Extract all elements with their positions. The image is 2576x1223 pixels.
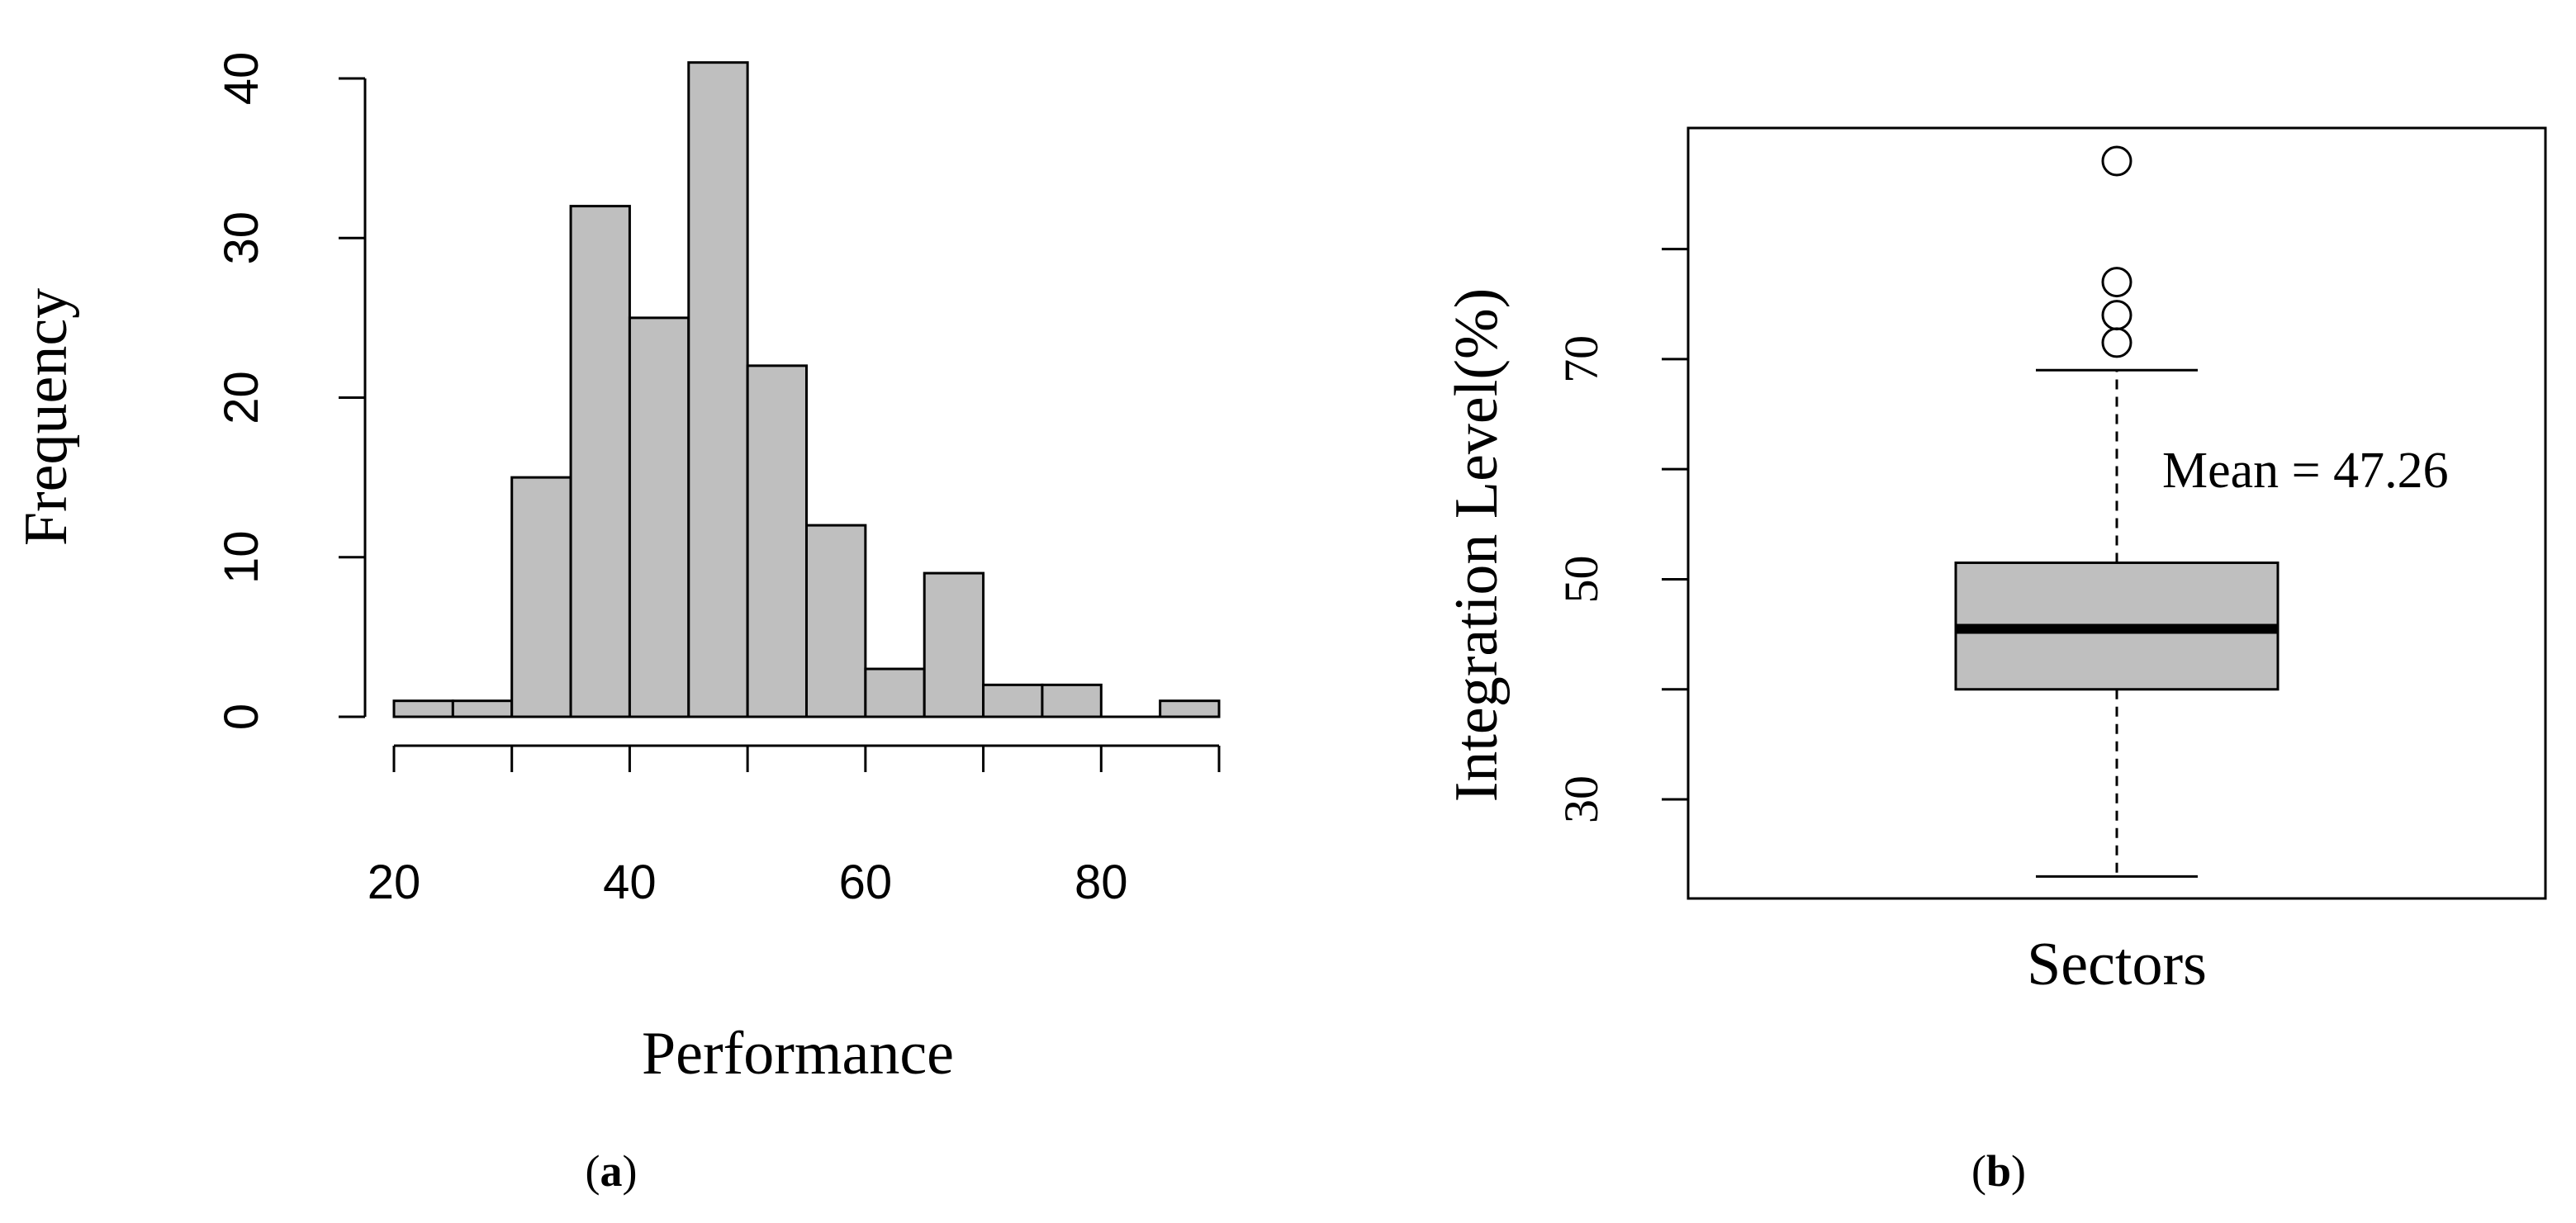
histogram-bar-60-65 xyxy=(864,667,926,718)
histogram-bars xyxy=(392,61,1221,718)
boxplot-outlier-point xyxy=(2101,145,2132,177)
boxplot-plot-frame xyxy=(1686,126,2547,900)
histogram-bar-25-30 xyxy=(451,699,514,718)
panel-label-b-letter: b xyxy=(1986,1146,2011,1196)
boxplot-y-tick-label: 30 xyxy=(1554,775,1608,823)
histogram-bar-55-60 xyxy=(805,524,867,718)
histogram-x-tick-label: 20 xyxy=(368,856,421,909)
panel-label-a-letter: a xyxy=(600,1146,623,1196)
histogram-bar-50-55 xyxy=(746,364,809,718)
histogram-bar-45-50 xyxy=(687,61,749,718)
histogram-bar-30-35 xyxy=(510,476,572,718)
histogram-bar-85-90 xyxy=(1159,699,1221,718)
histogram-y-axis: 0 10 20 30 40 xyxy=(215,52,367,730)
histogram-bar-75-80 xyxy=(1041,683,1103,718)
histogram-x-tick-label: 60 xyxy=(839,856,893,909)
boxplot-y-tick-label: 50 xyxy=(1554,555,1608,603)
boxplot-panel: 30 50 70 Mean = 47.26 Sectors Integration … xyxy=(1443,126,2547,1196)
histogram-y-tick-label: 0 xyxy=(215,704,268,730)
histogram-x-axis-title: Performance xyxy=(642,1020,954,1088)
histogram-y-tick-label: 20 xyxy=(215,371,268,424)
histogram-y-tick-label: 40 xyxy=(215,52,268,106)
histogram-x-tick-label: 80 xyxy=(1075,856,1128,909)
histogram-bar-65-70 xyxy=(923,571,985,718)
histogram-y-tick-label: 10 xyxy=(215,530,268,584)
histogram-bar-70-75 xyxy=(982,683,1044,718)
histogram-x-axis: 20 40 60 80 xyxy=(368,744,1221,909)
panel-label-a: (a) xyxy=(586,1146,638,1196)
boxplot-mean-annotation: Mean = 47.26 xyxy=(2162,443,2449,499)
histogram-x-tick-label: 40 xyxy=(603,856,657,909)
boxplot-y-axis: 30 50 70 xyxy=(1554,248,1688,823)
histogram-y-tick-label: 30 xyxy=(215,211,268,265)
histogram-bar-35-40 xyxy=(569,205,631,718)
boxplot-marks xyxy=(1954,145,2279,878)
boxplot-x-axis-title: Sectors xyxy=(2027,931,2207,998)
boxplot-y-axis-title: Integration Level(%) xyxy=(1443,288,1511,803)
histogram-bar-20-25 xyxy=(392,699,454,718)
boxplot-outlier-point xyxy=(2101,267,2132,298)
histogram-panel: 20 40 60 80 0 10 20 30 40 Performance Frequency… xyxy=(12,52,1221,1196)
boxplot-outlier-point xyxy=(2101,300,2132,331)
boxplot-y-tick-label: 70 xyxy=(1554,335,1608,383)
panel-label-b: (b) xyxy=(1971,1146,2026,1196)
histogram-bar-40-45 xyxy=(628,316,690,718)
boxplot-outlier-point xyxy=(2101,327,2132,358)
histogram-y-axis-title: Frequency xyxy=(12,288,80,546)
